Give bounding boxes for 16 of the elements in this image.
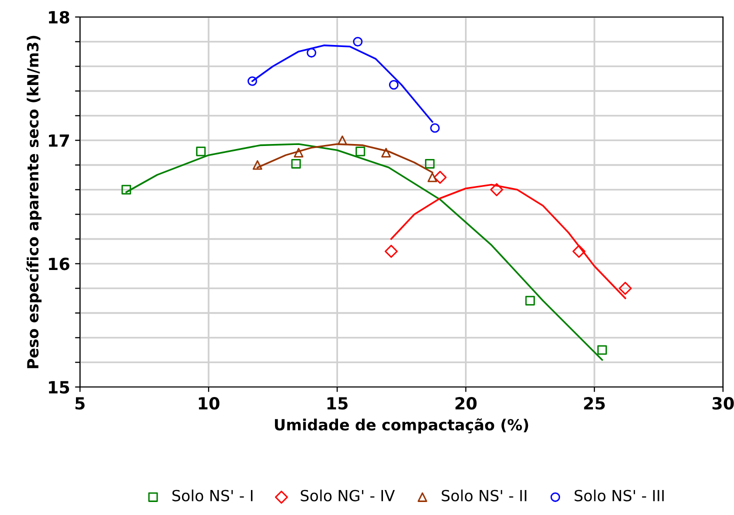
x-axis-title: Umidade de compactação (%) xyxy=(274,418,528,434)
x-tick-label: 20 xyxy=(456,397,477,410)
y-tick-label: 16 xyxy=(48,258,70,270)
x-tick-label: 15 xyxy=(327,397,348,410)
x-tick-label: 25 xyxy=(584,397,605,410)
y-tick-label: 15 xyxy=(48,381,70,394)
x-tick-label: 10 xyxy=(198,397,220,410)
legend-label: Solo NS' - II xyxy=(442,490,526,502)
x-tick-label: 5 xyxy=(75,397,85,410)
legend-label: Solo NS' - I xyxy=(172,490,252,502)
y-tick-label: 17 xyxy=(48,134,69,147)
y-tick-label: 18 xyxy=(48,10,70,24)
y-axis-title: Peso específico aparente seco (kN/m3) xyxy=(26,36,42,368)
legend-label: Solo NG' - IV xyxy=(300,490,395,502)
x-tick-label: 30 xyxy=(712,397,734,410)
legend-label: Solo NS' - III xyxy=(574,490,664,502)
